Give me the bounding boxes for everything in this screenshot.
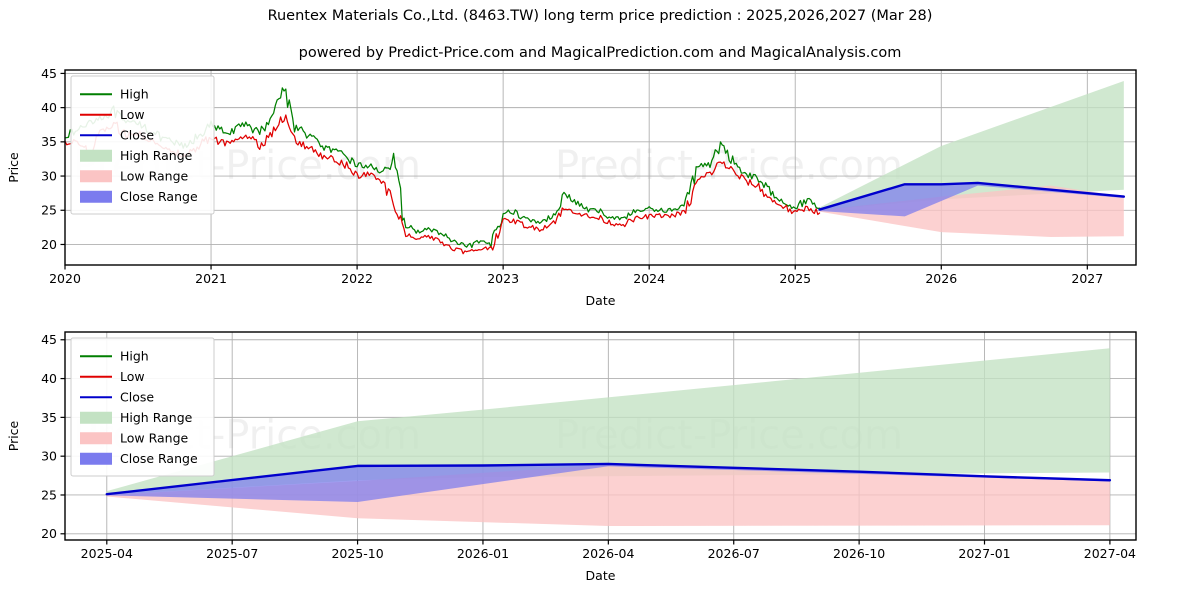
legend-item-close-range: Close Range [80, 451, 198, 466]
x-tick-label: 2022 [341, 271, 373, 286]
band-high-range [819, 80, 1124, 211]
x-tick-label: 2026-01 [457, 546, 509, 561]
bottom-chart-panel: Predict-Price.comPredict-Price.com202530… [0, 320, 1200, 595]
plot-frame [64, 69, 1137, 266]
page-subtitle: powered by Predict-Price.com and Magical… [298, 45, 902, 61]
band-close-range [106, 463, 1110, 502]
legend-patch-swatch [80, 452, 112, 465]
x-tick-label: 2023 [487, 271, 519, 286]
y-tick-label: 30 [41, 449, 57, 464]
legend-item-high-range: High Range [80, 148, 193, 163]
y-tick-label: 20 [41, 526, 57, 541]
legend-label: Close [120, 128, 154, 143]
series-line-close [818, 181, 1126, 211]
watermark-text: Predict-Price.com [555, 143, 903, 189]
x-tick-label: 2027-04 [1084, 546, 1136, 561]
range-bands [106, 348, 1110, 527]
x-tick-label: 2024 [633, 271, 665, 286]
y-tick-label: 25 [41, 487, 57, 502]
x-axis-label: Date [586, 568, 616, 583]
legend: High Low Close High Range Low Range Close Ran… [70, 337, 215, 477]
x-tick-label: 2021 [195, 271, 227, 286]
series-lines [105, 462, 1112, 496]
legend-label: High [120, 349, 149, 364]
x-tick-label: 2026-07 [708, 546, 760, 561]
y-tick-label: 40 [41, 371, 57, 386]
plot-frame [64, 331, 1137, 541]
bottom-chart-svg: Predict-Price.comPredict-Price.com202530… [6, 331, 1137, 583]
page-title: Ruentex Materials Co.,Ltd. (8463.TW) lon… [267, 8, 933, 24]
top-chart-svg: Predict-Price.com Predict-Price.com202530… [6, 66, 1137, 308]
x-tick-label: 2026 [925, 271, 957, 286]
legend-item-low: Low [80, 369, 145, 384]
y-tick-label: 40 [41, 100, 57, 115]
legend-label: Low Range [120, 169, 189, 184]
legend-label: Low [120, 369, 145, 384]
x-tick-label: 2025-07 [206, 546, 258, 561]
x-tick-label: 2027-01 [958, 546, 1010, 561]
top-chart-panel: Predict-Price.com Predict-Price.com 20 25 30… [0, 58, 1200, 320]
legend-label: Close [120, 390, 154, 405]
legend-label: High [120, 87, 149, 102]
band-low-range [819, 185, 1124, 237]
x-tick-label: 2026-10 [833, 546, 885, 561]
x-tick-label: 2025 [779, 271, 811, 286]
legend-item-high: High [80, 349, 149, 364]
legend-patch-swatch [80, 170, 112, 183]
legend: High Low Close High Range Low Range Close Ran… [70, 75, 215, 215]
legend-patch-swatch [80, 149, 112, 162]
y-tick-label: 25 [41, 203, 57, 218]
legend-patch-swatch [80, 432, 112, 445]
legend-item-close-range: Close Range [80, 189, 198, 204]
y-tick-label: 45 [41, 66, 57, 81]
y-axis-label: Price [6, 152, 21, 183]
legend-item-close: Close [80, 128, 154, 143]
legend-item-low-range: Low Range [80, 169, 189, 184]
y-tick-label: 35 [41, 410, 57, 425]
legend-item-low-range: Low Range [80, 431, 189, 446]
y-tick-label: 30 [41, 168, 57, 183]
legend-label: High Range [120, 148, 193, 163]
legend-label: Low [120, 107, 145, 122]
legend-label: Low Range [120, 431, 189, 446]
legend-patch-swatch [80, 411, 112, 424]
band-close-range [819, 182, 1124, 217]
y-tick-label: 20 [41, 237, 57, 252]
x-tick-label: 2025-04 [81, 546, 133, 561]
legend-patch-swatch [80, 190, 112, 203]
legend-label: Close Range [120, 451, 198, 466]
x-axis-label: Date [586, 293, 616, 308]
legend-label: Close Range [120, 189, 198, 204]
band-low-range [106, 464, 1110, 527]
x-tick-label: 2020 [49, 271, 81, 286]
x-tick-label: 2025-10 [331, 546, 383, 561]
range-bands [819, 80, 1124, 237]
legend-item-high: High [80, 87, 149, 102]
legend-item-close: Close [80, 390, 154, 405]
legend-label: High Range [120, 410, 193, 425]
legend-item-high-range: High Range [80, 410, 193, 425]
legend-item-low: Low [80, 107, 145, 122]
series-line-close [105, 462, 1112, 496]
y-axis-label: Price [6, 420, 21, 451]
band-high-range [106, 348, 1110, 495]
x-tick-label: 2027 [1071, 271, 1103, 286]
y-tick-label: 45 [41, 332, 57, 347]
x-tick-label: 2026-04 [582, 546, 634, 561]
axes: 20 25 30 35 40 45 2025-04 2025-07 2025-10 2026-01… [41, 332, 1136, 561]
y-tick-label: 35 [41, 134, 57, 149]
